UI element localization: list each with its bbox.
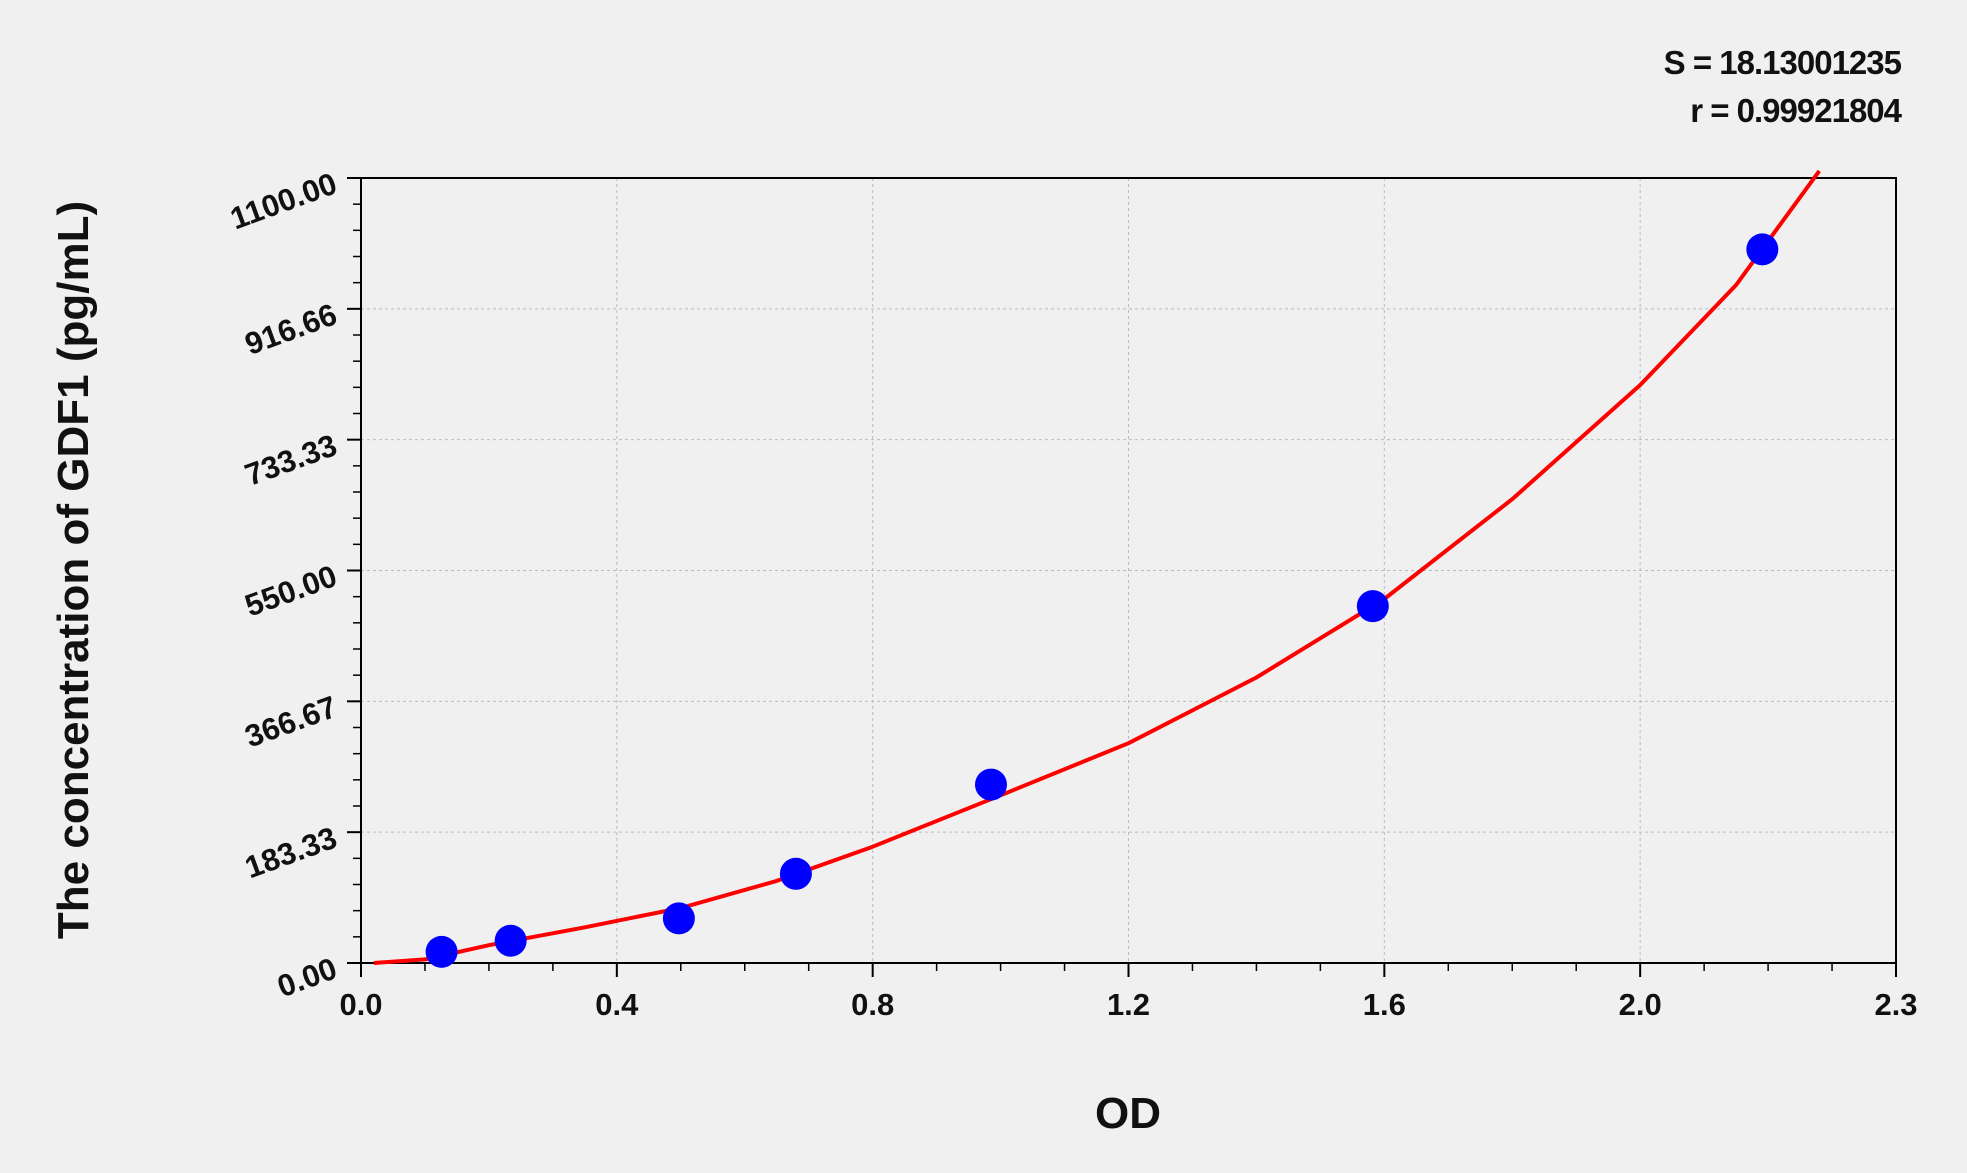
data-points-layer (425, 233, 1779, 968)
axis-ticks: 0.0 0.4 0.8 1.2 1.6 2.0 2.3 0.00 183.33 366.67 550… (226, 166, 1918, 1022)
x-tick-label: 0.4 (595, 987, 639, 1022)
y-tick-label: 0.00 (273, 951, 342, 1005)
data-point (1746, 233, 1779, 266)
y-tick-label: 183.33 (240, 820, 341, 885)
r-annotation: r = 0.99921804 (1690, 92, 1902, 129)
x-tick-label: 1.6 (1363, 987, 1406, 1022)
data-point (662, 902, 695, 935)
fit-curve (373, 169, 1821, 965)
y-axis-label: The concentration of GDF1 (pg/mL) (49, 201, 98, 939)
x-tick-label: 0.0 (339, 987, 382, 1022)
grid (361, 178, 1896, 963)
y-tick-label: 1100.00 (226, 166, 342, 237)
data-point (1356, 590, 1389, 623)
y-tick-label: 550.00 (240, 558, 341, 623)
y-tick-label: 733.33 (240, 427, 341, 492)
x-tick-label: 2.3 (1874, 987, 1917, 1022)
s-annotation: S = 18.13001235 (1663, 44, 1902, 81)
x-tick-label: 2.0 (1619, 987, 1662, 1022)
data-point (974, 768, 1007, 801)
x-axis-label: OD (1095, 1089, 1161, 1138)
x-tick-label: 1.2 (1107, 987, 1150, 1022)
data-point (494, 924, 527, 957)
fit-curve-layer (373, 169, 1821, 965)
x-tick-label: 0.8 (851, 987, 894, 1022)
data-point (779, 857, 812, 890)
y-tick-label: 916.66 (240, 297, 341, 362)
data-point (425, 935, 458, 968)
y-tick-label: 366.67 (240, 689, 341, 754)
